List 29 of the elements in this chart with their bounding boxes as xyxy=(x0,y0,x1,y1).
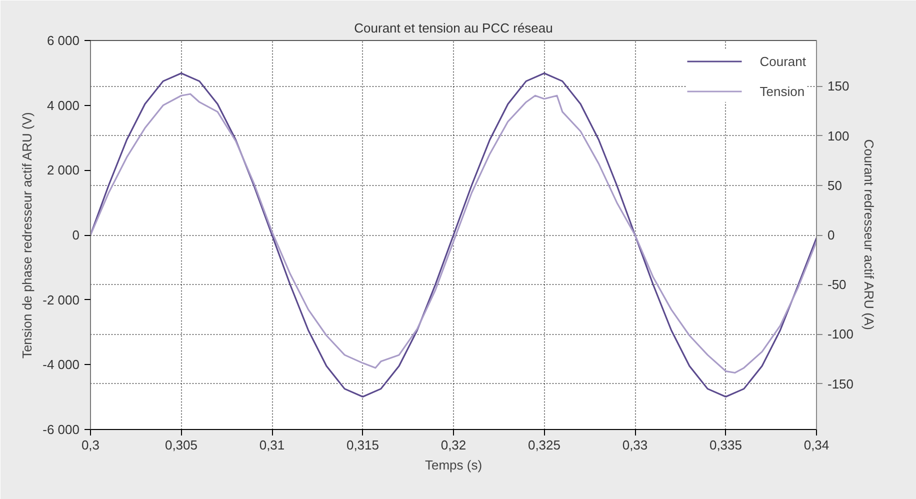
y-tick-label: 2 000 xyxy=(46,162,80,178)
chart-title: Courant et tension au PCC réseau xyxy=(354,20,553,36)
x-tick-label: 0,315 xyxy=(346,438,380,452)
y2-tick-label: -150 xyxy=(828,376,854,392)
y-axis-title: Tension de phase redresseur actif ARU (V) xyxy=(20,112,35,359)
legend-label: Courant xyxy=(760,54,806,68)
x-tick-label: 0,325 xyxy=(528,438,561,452)
y-tick-label: -6 000 xyxy=(42,422,80,437)
y2-tick-label: 0 xyxy=(828,228,835,242)
y2-tick-label: 100 xyxy=(828,128,850,144)
y2-tick-label: -100 xyxy=(828,326,854,342)
x-tick-label: 0,3 xyxy=(81,438,100,452)
x-tick-label: 0,305 xyxy=(164,438,198,452)
y-tick-label: -4 000 xyxy=(42,357,80,372)
x-axis-title: Temps (s) xyxy=(424,458,482,472)
x-tick-label: 0,33 xyxy=(622,438,648,452)
y-tick-label: -2 000 xyxy=(42,292,80,308)
x-tick-label: 0,31 xyxy=(259,438,285,452)
y-tick-label: 4 000 xyxy=(46,98,80,113)
y2-tick-label: 150 xyxy=(828,78,850,94)
y2-tick-label: -50 xyxy=(828,277,846,292)
x-tick-label: 0,32 xyxy=(440,438,466,452)
x-tick-label: 0,34 xyxy=(804,438,830,452)
y2-axis-title: Courant redresseur actif ARU (A) xyxy=(862,139,877,330)
y-tick-label: 0 xyxy=(72,228,80,242)
y-tick-label: 6 000 xyxy=(46,33,80,48)
y2-tick-label: 50 xyxy=(828,178,842,193)
legend-label: Tension xyxy=(760,84,805,98)
x-tick-label: 0,335 xyxy=(709,438,742,452)
